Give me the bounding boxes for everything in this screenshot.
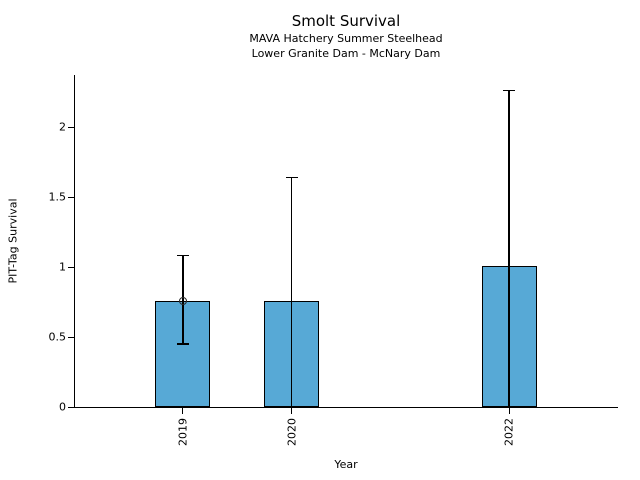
- error-bar-line: [290, 177, 293, 407]
- x-axis-label: Year: [334, 458, 358, 471]
- error-bar-cap-top: [285, 176, 298, 178]
- error-bar-cap-bottom: [176, 343, 189, 345]
- chart-title: Smolt Survival: [291, 12, 401, 30]
- x-tick-label: 2022: [502, 418, 516, 446]
- x-tick: [508, 408, 510, 414]
- y-tick: [68, 266, 74, 268]
- y-axis-label: PIT-Tag Survival: [6, 198, 20, 284]
- chart-subtitle: Lower Granite Dam - McNary Dam: [251, 47, 441, 60]
- error-bar-line: [508, 90, 510, 407]
- x-tick: [291, 408, 293, 414]
- error-bar-cap-top: [503, 89, 516, 92]
- y-tick-label: 1: [59, 260, 66, 274]
- x-axis-spine: [74, 407, 618, 408]
- x-tick: [182, 408, 184, 414]
- y-tick-label: 2: [59, 120, 66, 134]
- y-tick: [68, 196, 74, 198]
- y-tick: [68, 336, 74, 338]
- y-tick-label: 0.5: [48, 330, 67, 344]
- y-tick-label: 0: [59, 400, 66, 414]
- y-tick: [68, 126, 74, 128]
- y-axis-spine: [74, 75, 75, 407]
- y-tick-label: 1.5: [48, 190, 67, 204]
- chart-subtitle: MAVA Hatchery Summer Steelhead: [249, 32, 443, 45]
- error-bar-cap-top: [176, 254, 189, 257]
- x-tick-label: 2019: [176, 418, 190, 446]
- point-marker: [178, 296, 187, 305]
- y-tick: [68, 407, 74, 408]
- x-tick-label: 2020: [285, 418, 299, 446]
